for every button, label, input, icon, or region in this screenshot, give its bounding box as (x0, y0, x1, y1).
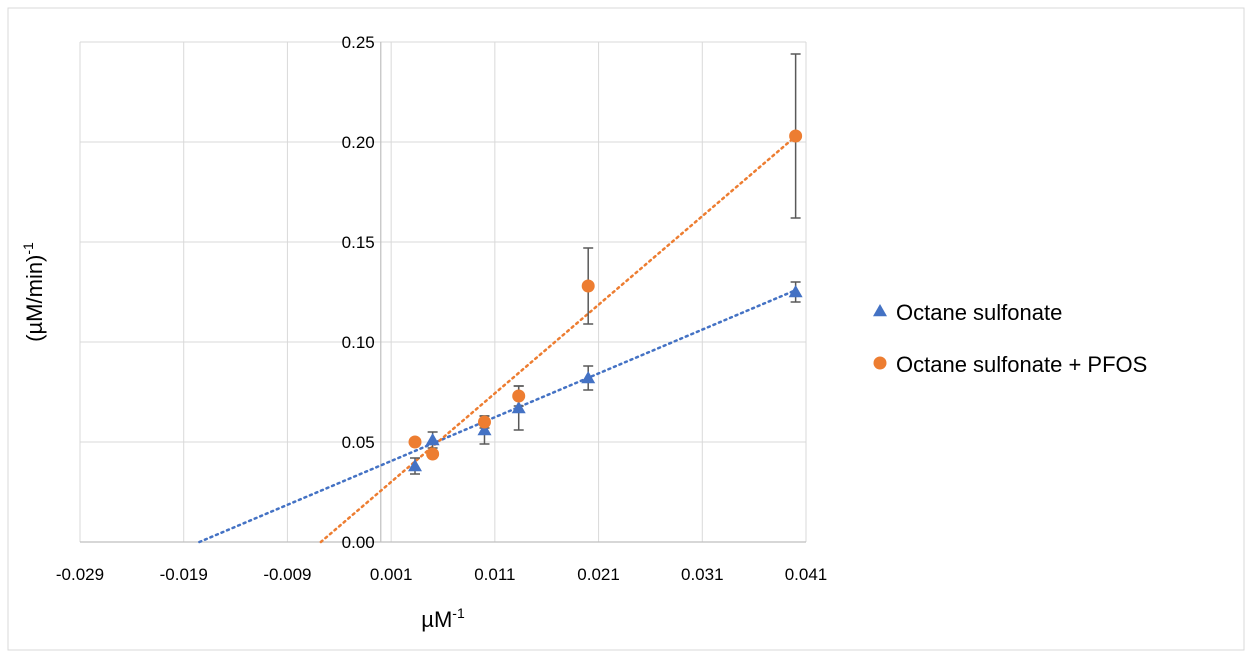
x-tick-label: 0.031 (681, 565, 724, 584)
trendline-series-0 (198, 288, 797, 544)
legend: Octane sulfonate Octane sulfonate + PFOS (873, 300, 1147, 377)
y-axis-title-sup: -1 (20, 242, 36, 255)
tick-labels: 0.00 0.05 0.10 0.15 0.20 0.25 -0.029 -0.019 -0.0… (56, 33, 827, 584)
x-axis-title-sup: -1 (452, 605, 465, 621)
trendline-series-1 (319, 135, 797, 544)
x-tick-label: 0.011 (474, 565, 515, 584)
data-point-series-1 (408, 435, 422, 449)
y-axis-title-main: (µM/min) (22, 255, 47, 342)
gridlines (79, 41, 807, 542)
y-tick-label: 0.15 (342, 233, 375, 252)
x-tick-label: -0.029 (56, 565, 104, 584)
data-point-series-0 (581, 371, 596, 384)
x-axis-title: µM-1 (421, 605, 465, 632)
trendlines (198, 135, 797, 544)
data-point-series-0 (477, 423, 492, 436)
x-tick-label: -0.009 (263, 565, 311, 584)
data-point-series-1 (512, 389, 526, 403)
data-point-series-1 (477, 415, 491, 429)
legend-marker-octane-sulfonate (873, 304, 887, 317)
y-tick-label: 0.05 (342, 433, 375, 452)
x-tick-label: 0.041 (785, 565, 828, 584)
data-point-series-0 (425, 433, 440, 446)
y-axis-title: (µM/min)-1 (20, 242, 47, 342)
x-axis-title-main: µM (421, 607, 452, 632)
y-tick-label: 0.10 (342, 333, 375, 352)
legend-label-octane-sulfonate: Octane sulfonate (896, 300, 1062, 325)
legend-label-octane-sulfonate-pfos: Octane sulfonate + PFOS (896, 352, 1147, 377)
data-point-series-0 (788, 285, 803, 298)
y-tick-label: 0.00 (342, 533, 375, 552)
data-point-series-0 (407, 459, 422, 472)
data-point-series-1 (789, 129, 803, 143)
x-tick-label: 0.001 (370, 565, 413, 584)
y-tick-label: 0.25 (342, 33, 375, 52)
data-point-series-1 (581, 279, 595, 293)
data-point-series-1 (426, 447, 440, 461)
legend-triangle-marker (873, 304, 887, 317)
x-tick-label: 0.021 (577, 565, 620, 584)
data-point-series-0 (511, 401, 526, 414)
legend-circle-marker (873, 356, 887, 370)
legend-marker-octane-sulfonate-pfos (873, 356, 887, 370)
x-tick-label: -0.019 (160, 565, 208, 584)
data-points (407, 129, 803, 472)
y-tick-label: 0.20 (342, 133, 375, 152)
chart-border (7, 7, 1245, 651)
